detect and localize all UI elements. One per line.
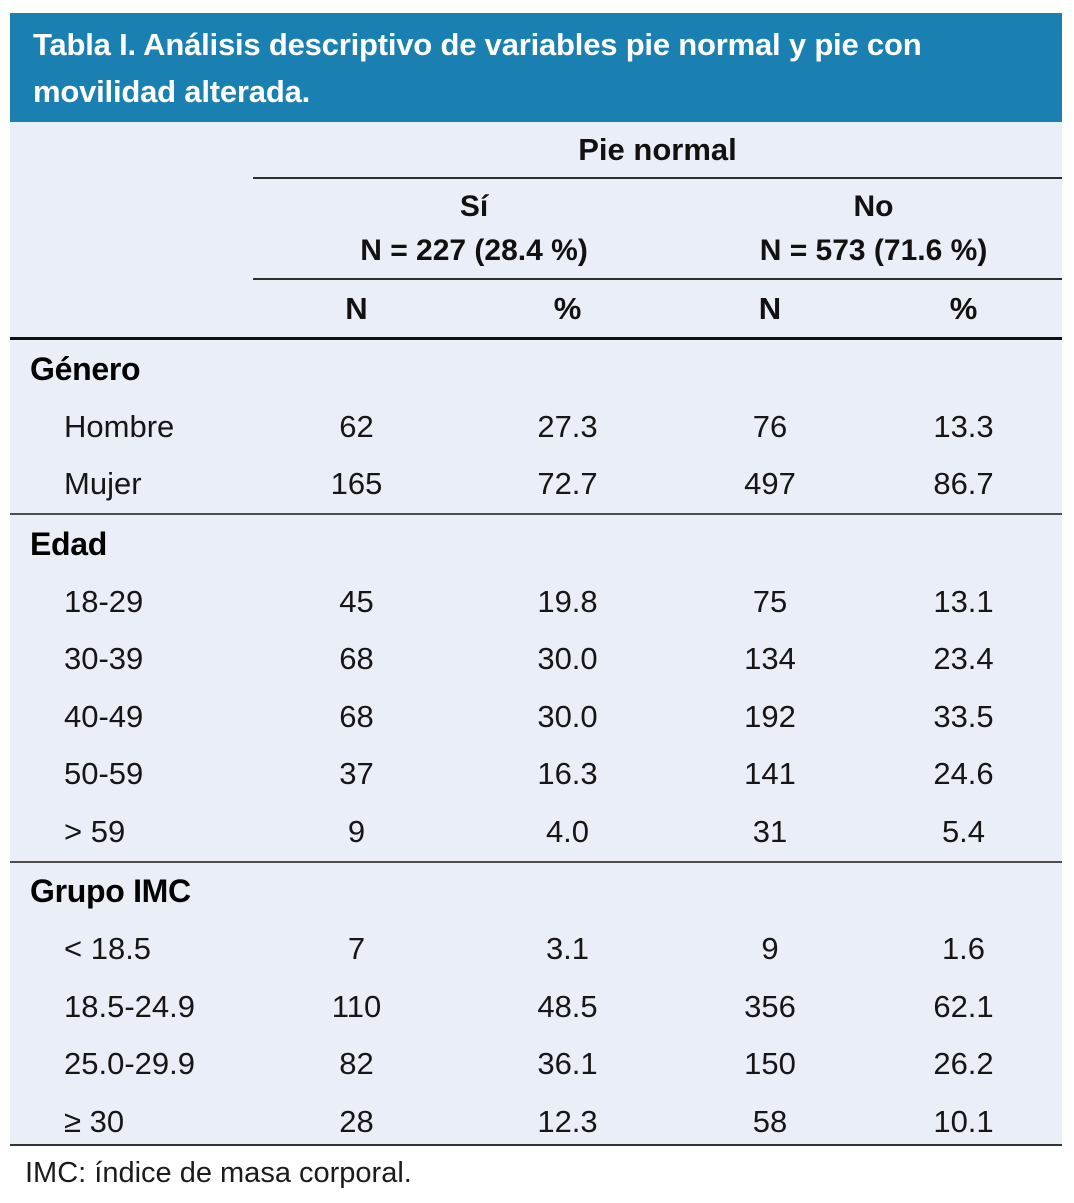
column-group-no-sublabel: N = 573 (71.6 %): [759, 233, 988, 267]
table-section: Grupo IMC < 18.5 7 3.1 9 1.6 18.5-24.9 110 48.5 3…: [10, 860, 1062, 1151]
row-value: 27.3: [537, 408, 598, 444]
row-label: 50-59: [64, 756, 144, 792]
row-value: 165: [330, 466, 383, 502]
row-value: 9: [347, 813, 366, 849]
row-value: 76: [752, 408, 788, 444]
row-value: 86.7: [933, 466, 994, 502]
table-row: ≥ 30 28 12.3 58 10.1: [10, 1093, 1062, 1151]
row-value: 150: [744, 1046, 796, 1082]
row-value: 12.3: [537, 1103, 598, 1139]
table-row: Hombre 62 27.3 76 13.3: [10, 398, 1062, 456]
header-rule-top: [253, 177, 1062, 179]
table-row: 30-39 68 30.0 134 23.4: [10, 631, 1062, 689]
row-value: 36.1: [537, 1046, 598, 1082]
table-title: Tabla I. Análisis descriptivo de variabl…: [33, 26, 922, 109]
row-value: 7: [347, 931, 366, 967]
row-value: 110: [331, 988, 382, 1024]
row-label: > 59: [64, 813, 126, 849]
row-value: 356: [744, 988, 796, 1024]
table-row: 25.0-29.9 82 36.1 150 26.2: [10, 1036, 1062, 1094]
column-header-row: N % N %: [10, 280, 1062, 337]
row-label: 25.0-29.9: [64, 1046, 195, 1082]
row-value: 4.0: [545, 813, 590, 849]
row-value: 62.1: [933, 988, 994, 1024]
header-rule-middle: [253, 278, 1062, 280]
column-group-si: Sí N = 227 (28.4 %): [263, 185, 685, 273]
column-header-n-no: N: [758, 290, 782, 326]
row-value: 19.8: [537, 583, 598, 619]
row-value: 5.4: [941, 813, 986, 849]
row-value: 82: [339, 1046, 374, 1082]
row-value: 10.1: [933, 1103, 994, 1139]
row-value: 68: [339, 698, 374, 734]
table-row: 40-49 68 30.0 192 33.5: [10, 688, 1062, 746]
row-label: 18.5-24.9: [64, 988, 195, 1024]
column-group-row: Sí N = 227 (28.4 %) No N = 573 (71.6 %): [10, 179, 1062, 278]
table-section: Edad 18-29 45 19.8 75 13.1 30-39 68 30.0 134 23.4 4…: [10, 513, 1062, 861]
row-value: 30.0: [537, 698, 598, 734]
row-value: 3.1: [545, 931, 590, 967]
row-value: 75: [752, 583, 788, 619]
table-section: Género Hombre 62 27.3 76 13.3 Mujer 165 72.7 497 8…: [10, 340, 1062, 513]
table: Pie normal Sí N = 227 (28.4 %) No N = 57…: [10, 122, 1062, 1146]
column-group-no: No N = 573 (71.6 %): [685, 185, 1062, 273]
table-row: 50-59 37 16.3 141 24.6: [10, 746, 1062, 804]
row-value: 1.6: [941, 931, 986, 967]
row-value: 33.5: [933, 698, 994, 734]
row-value: 30.0: [537, 641, 598, 677]
row-value: 31: [752, 813, 788, 849]
row-value: 58: [752, 1103, 788, 1139]
column-group-si-sublabel: N = 227 (28.4 %): [360, 233, 588, 267]
table-sections: Género Hombre 62 27.3 76 13.3 Mujer 165 72.7 497 8…: [10, 340, 1062, 1151]
row-value: 9: [761, 931, 779, 967]
row-label: 18-29: [64, 583, 144, 619]
row-value: 37: [339, 756, 374, 792]
row-value: 62: [339, 408, 374, 444]
row-value: 16.3: [537, 756, 598, 792]
table-row: 18.5-24.9 110 48.5 356 62.1: [10, 978, 1062, 1036]
column-header-pct-no: %: [949, 290, 978, 326]
row-value: 68: [339, 641, 374, 677]
section-header: Género: [30, 350, 141, 387]
column-header-n-si: N: [345, 290, 368, 326]
table-row: 18-29 45 19.8 75 13.1: [10, 573, 1062, 631]
column-group-no-label: No: [853, 189, 894, 223]
row-value: 26.2: [933, 1046, 994, 1082]
group-header: Pie normal: [578, 131, 737, 167]
row-label: 40-49: [64, 698, 144, 734]
column-group-si-label: Sí: [459, 189, 489, 223]
column-header-pct-si: %: [553, 290, 582, 326]
row-label: 30-39: [64, 641, 144, 677]
row-value: 45: [339, 583, 374, 619]
header-rule-bottom: [10, 337, 1062, 340]
table-bottom-rule: [10, 1144, 1062, 1146]
row-label: ≥ 30: [64, 1103, 125, 1139]
row-value: 13.3: [933, 408, 994, 444]
row-value: 72.7: [537, 466, 598, 502]
row-value: 24.6: [933, 756, 994, 792]
row-label: Mujer: [64, 466, 142, 502]
row-value: 28: [339, 1103, 374, 1139]
row-label: < 18.5: [64, 931, 152, 967]
table-footnote: IMC: índice de masa corporal.: [25, 1157, 412, 1189]
row-value: 134: [744, 641, 796, 677]
table-row: < 18.5 7 3.1 9 1.6: [10, 921, 1062, 979]
row-value: 141: [744, 756, 796, 792]
table-title-bar: Tabla I. Análisis descriptivo de variabl…: [10, 13, 1062, 122]
section-header: Edad: [30, 525, 108, 562]
row-value: 192: [744, 698, 796, 734]
row-label: Hombre: [64, 408, 175, 444]
table-row: > 59 9 4.0 31 5.4: [10, 803, 1062, 861]
row-value: 23.4: [933, 641, 994, 677]
section-header: Grupo IMC: [30, 873, 191, 909]
row-value: 13.1: [933, 583, 994, 619]
table-top-header-row: Pie normal: [10, 122, 1062, 177]
table-row: Mujer 165 72.7 497 86.7: [10, 456, 1062, 514]
row-value: 497: [744, 466, 796, 502]
row-value: 48.5: [537, 988, 598, 1024]
